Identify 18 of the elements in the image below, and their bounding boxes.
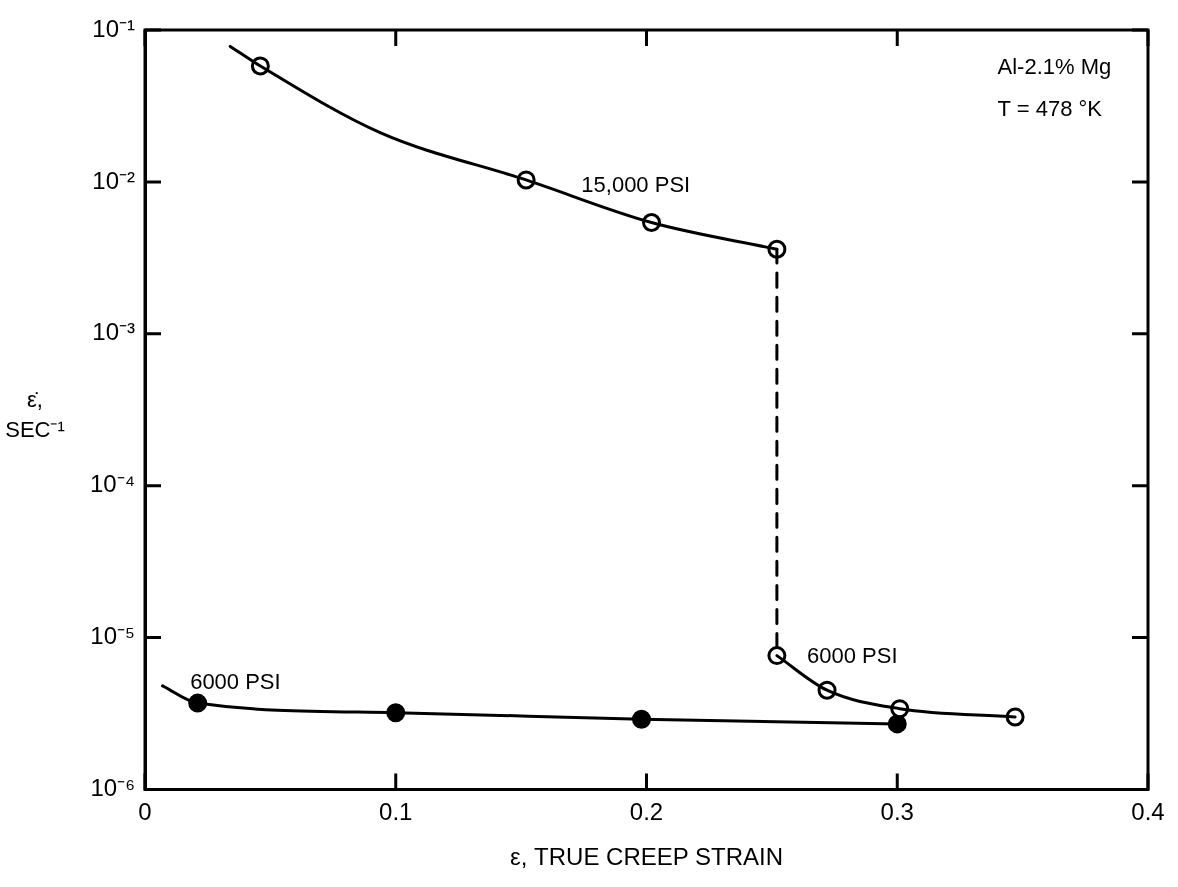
- x-tick-label: 0.4: [1131, 798, 1165, 826]
- annotation: 6000 PSI: [806, 642, 898, 668]
- x-tick-label: 0: [138, 798, 152, 826]
- annotation: Al-2.1% Mg: [997, 54, 1112, 80]
- x-tick-label: 0.3: [880, 798, 914, 826]
- y-tick-label: 10⁻⁵: [90, 622, 136, 650]
- annotation: 15,000 PSI: [581, 171, 691, 197]
- y-tick-label: 10⁻⁶: [90, 774, 136, 802]
- x-tick-label: 0.1: [379, 798, 413, 826]
- x-tick-label: 0.2: [629, 798, 664, 826]
- annotation: 6000 PSI: [190, 669, 281, 695]
- annotation: T = 478 °K: [997, 95, 1103, 121]
- y-tick-label: 10⁻⁴: [89, 470, 136, 498]
- x-axis-title: ε, TRUE CREEP STRAIN: [510, 843, 783, 871]
- y-tick-label: 10⁻¹: [92, 14, 136, 42]
- y-tick-label: 10⁻³: [92, 318, 136, 346]
- y-tick-label: 10⁻²: [92, 166, 136, 194]
- y-axis-title: ε̇, SEC⁻¹: [4, 386, 66, 444]
